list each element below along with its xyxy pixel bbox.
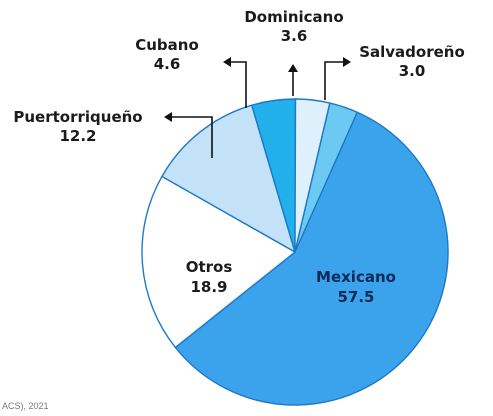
value-cubano: 4.6 — [154, 55, 181, 73]
arrowhead-salvadoreno — [343, 57, 351, 67]
value-otros: 18.9 — [190, 278, 227, 296]
label-mexicano: Mexicano — [316, 268, 396, 286]
arrow-cubano — [228, 61, 247, 108]
label-salvadoreno: Salvadoreño — [359, 43, 465, 61]
value-mexicano: 57.5 — [337, 288, 374, 306]
arrowhead-cubano — [223, 57, 231, 67]
label-puertorriqueno: Puertorriqueño — [13, 108, 142, 126]
value-dominicano: 3.6 — [281, 27, 308, 45]
pie-slices — [141, 98, 449, 406]
arrow-salvadoreno — [324, 61, 346, 100]
label-dominicano: Dominicano — [244, 8, 343, 26]
arrow-puertorriqueno — [168, 116, 213, 158]
slice-otros — [141, 175, 296, 349]
value-puertorriqueno: 12.2 — [59, 127, 96, 145]
label-otros: Otros — [186, 258, 233, 276]
arrowhead-puertorriqueno — [164, 112, 172, 122]
callout-arrows — [164, 57, 351, 158]
slice-mexicano — [174, 111, 449, 406]
value-salvadoreno: 3.0 — [399, 62, 426, 80]
source-note: ACS), 2021 — [2, 401, 49, 411]
slice-salvadoreno — [294, 102, 358, 253]
label-cubano: Cubano — [135, 36, 199, 54]
arrowhead-dominicano — [288, 64, 298, 72]
